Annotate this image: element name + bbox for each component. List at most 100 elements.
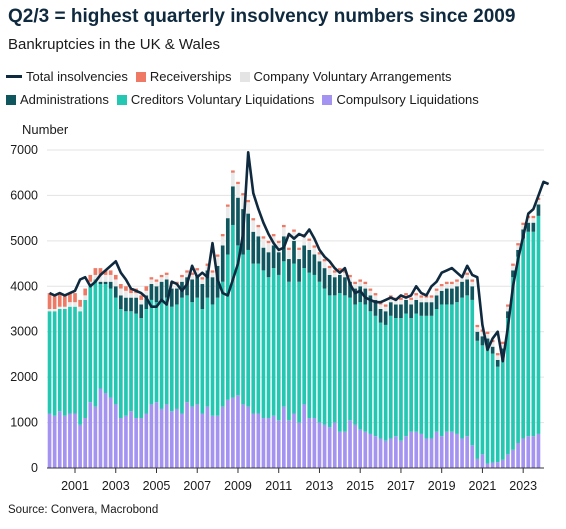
legend-row-1: Total insolvencies Receiverships Company… [6, 69, 460, 84]
bar-segment [210, 415, 215, 468]
bar-segment [348, 277, 352, 282]
bar-segment [343, 272, 347, 278]
bar-segment [215, 297, 220, 416]
bar-segment [343, 431, 347, 468]
bar-segment [215, 415, 220, 468]
bar-segment [511, 277, 515, 450]
bar-segment [302, 236, 307, 246]
bar-segment [231, 186, 235, 225]
bar-segment [251, 263, 256, 414]
bar-segment [302, 268, 307, 405]
bar-segment [353, 281, 357, 285]
bar-segment [353, 288, 357, 305]
bar-segment [495, 462, 500, 468]
bar-segment [205, 265, 210, 271]
bar-segment [108, 281, 113, 289]
bar-segment [124, 415, 128, 468]
bar-segment [404, 313, 408, 437]
bar-segment [210, 277, 215, 305]
bar-segment [373, 436, 378, 468]
bar-segment [57, 293, 62, 307]
bar-segment [292, 231, 296, 241]
bar-segment [83, 418, 88, 468]
bar-segment [358, 279, 363, 282]
bar-segment [419, 315, 424, 434]
bar-segment [236, 184, 240, 198]
bar-segment [322, 268, 327, 289]
bar-segment [332, 272, 337, 278]
bar-segment [444, 281, 449, 285]
bar-segment [124, 297, 128, 312]
bar-segment [297, 249, 301, 260]
bar-segment [119, 295, 123, 309]
legend-swatch [322, 94, 333, 105]
bar-segment [531, 215, 536, 219]
bar-segment [144, 295, 149, 309]
bar-segment [205, 270, 210, 298]
bar-segment [327, 268, 332, 275]
bar-segment [200, 413, 205, 468]
bar-segment [139, 418, 144, 468]
bar-segment [57, 309, 62, 412]
bar-segment [404, 293, 408, 296]
bar-segment [455, 433, 459, 468]
bar-segment [134, 418, 138, 468]
bar-segment [521, 224, 526, 230]
bar-segment [434, 290, 439, 296]
bar-segment [450, 304, 454, 432]
chart-subtitle: Bankruptcies in the UK & Wales [8, 36, 221, 53]
bar-segment [511, 265, 515, 271]
bar-segment [149, 284, 154, 300]
y-tick-label: 4000 [10, 279, 38, 293]
bar-segment [348, 420, 352, 468]
bar-segment [419, 295, 424, 298]
bar-segment [159, 281, 164, 303]
bar-segment [52, 311, 57, 416]
bar-segment [358, 429, 363, 468]
bar-segment [297, 422, 301, 468]
bar-segment [409, 299, 413, 305]
bar-segment [429, 315, 434, 439]
bar-segment [205, 263, 210, 266]
bar-segment [276, 240, 281, 244]
bar-segment [531, 222, 536, 232]
bar-segment [287, 281, 291, 421]
bar-segment [129, 411, 133, 468]
bar-segment [500, 343, 505, 349]
bar-segment [236, 181, 240, 185]
bar-segment [119, 288, 123, 296]
bar-segment [68, 306, 72, 414]
bar-segment [256, 236, 261, 264]
bar-segment [292, 240, 296, 264]
bar-segment [266, 418, 271, 468]
bar-segment [241, 404, 245, 468]
bar-segment [144, 309, 149, 414]
x-tick-label: 2015 [346, 479, 374, 493]
bar-segment [480, 331, 485, 337]
bar-segment [83, 299, 88, 419]
bar-segment [516, 243, 520, 246]
bar-segment [394, 318, 398, 437]
bar-segment [190, 274, 194, 280]
bar-segment [220, 406, 225, 468]
bar-segment [297, 247, 301, 250]
bar-segment [455, 279, 459, 282]
bar-segment [500, 341, 505, 344]
bar-segment [139, 295, 144, 300]
bar-segment [190, 279, 194, 303]
bar-segment [78, 311, 82, 425]
bar-segment [490, 462, 495, 468]
bar-segment [322, 424, 327, 468]
bar-segment [261, 418, 266, 468]
bar-segment [180, 277, 184, 282]
bar-segment [200, 309, 205, 414]
bar-segment [388, 315, 393, 439]
bar-segment [434, 431, 439, 468]
bar-segment [159, 408, 164, 468]
bar-segment [465, 436, 469, 468]
legend-item-total: Total insolvencies [6, 69, 128, 84]
bar-segment [124, 290, 128, 298]
legend-item-cvl: Creditors Voluntary Liquidations [116, 92, 314, 107]
bar-segment [93, 274, 98, 280]
